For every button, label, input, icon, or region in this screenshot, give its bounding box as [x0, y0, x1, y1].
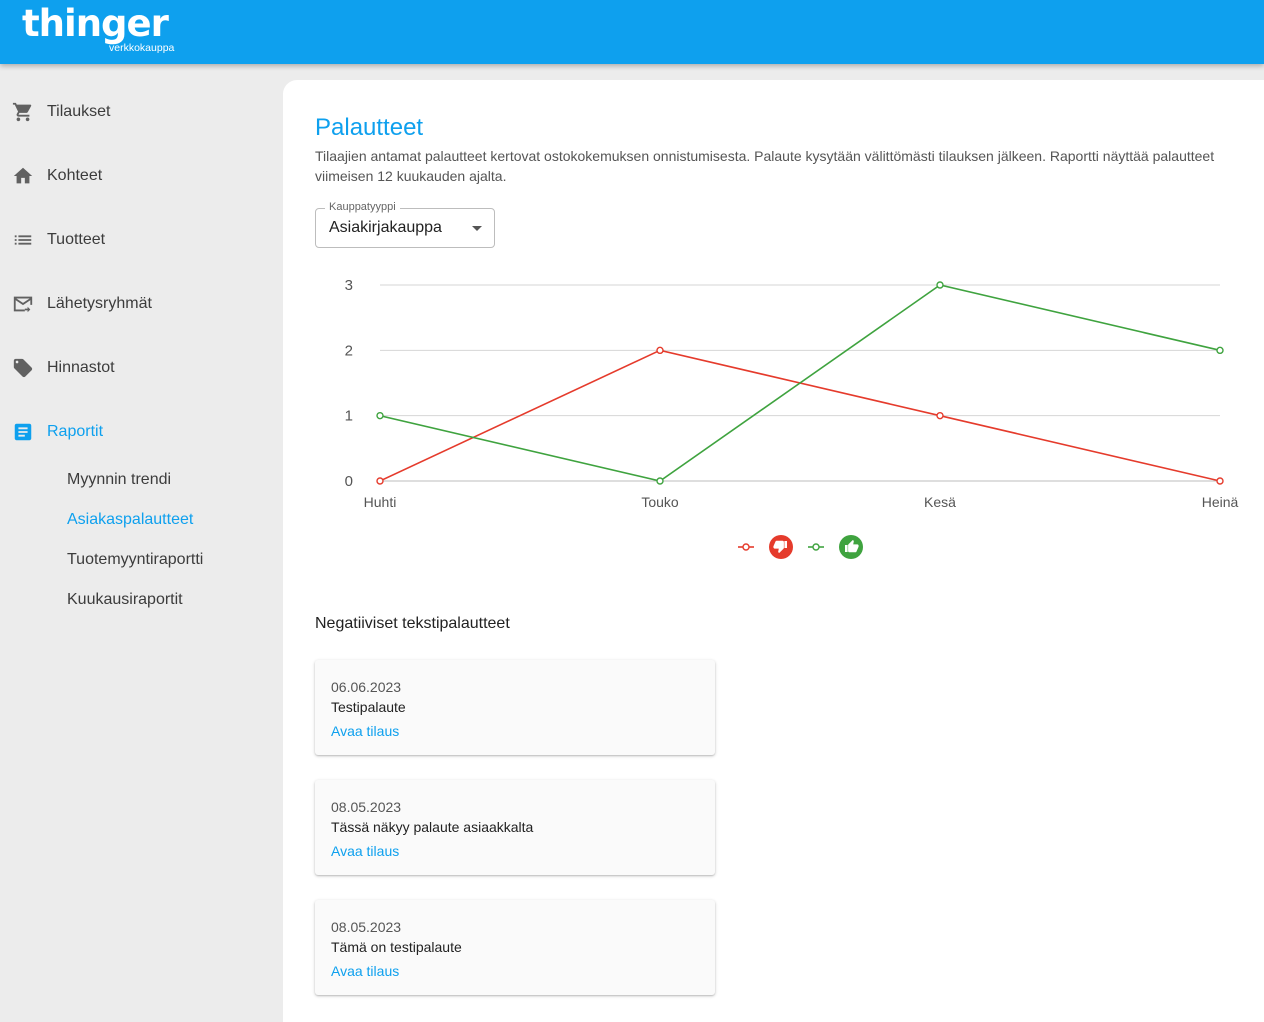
- feedback-text: Tässä näkyy palaute asiaakkalta: [331, 819, 534, 835]
- sidebar-item-kohteet[interactable]: Kohteet: [0, 154, 283, 198]
- thumb-down-icon: [769, 535, 793, 559]
- negative-feedback-title: Negatiiviset tekstipalautteet: [315, 615, 510, 632]
- chart-legend: [738, 535, 863, 559]
- open-order-link[interactable]: Avaa tilaus: [331, 963, 400, 979]
- sidebar-item-label: Tilaukset: [47, 103, 111, 120]
- feedback-card: 06.06.2023 Testipalaute Avaa tilaus: [315, 660, 715, 755]
- y-tick-label: 1: [345, 408, 353, 425]
- feedback-date: 06.06.2023: [331, 679, 402, 695]
- legend-item[interactable]: [738, 535, 793, 559]
- cart-icon: [11, 100, 35, 124]
- data-point: [376, 411, 384, 420]
- legend-marker: [812, 543, 820, 551]
- tag-icon: [11, 356, 35, 380]
- feedback-date: 08.05.2023: [331, 799, 402, 815]
- x-tick-label: Heinä: [1202, 494, 1239, 510]
- sidebar-item-tuotteet[interactable]: Tuotteet: [0, 218, 283, 262]
- legend-item[interactable]: [808, 535, 863, 559]
- home-icon: [11, 164, 35, 188]
- feedback-text: Testipalaute: [331, 699, 406, 715]
- sidebar: Tilaukset Kohteet Tuotteet Lähetysryhmät…: [0, 64, 283, 1022]
- data-point: [1216, 477, 1224, 485]
- brand-subtitle: verkkokauppa: [109, 42, 175, 54]
- x-tick-label: Kesä: [924, 494, 956, 510]
- data-point: [936, 281, 944, 289]
- sidebar-item-raportit[interactable]: Raportit: [0, 410, 283, 454]
- x-tick-label: Huhti: [364, 494, 397, 510]
- chart-y-axis: 0 1 2 3: [345, 277, 353, 490]
- feedback-date: 08.05.2023: [331, 919, 402, 935]
- legend-marker: [742, 543, 750, 551]
- feedback-card: 08.05.2023 Tämä on testipalaute Avaa til…: [315, 900, 715, 995]
- y-tick-label: 3: [345, 277, 353, 294]
- data-point: [1216, 346, 1224, 355]
- open-order-link[interactable]: Avaa tilaus: [331, 843, 400, 859]
- brand-name: thinger: [22, 2, 169, 45]
- brand-logo[interactable]: thinger verkkokauppa: [22, 2, 192, 58]
- series-line-1: [379, 284, 1221, 482]
- mail-forward-icon: [11, 292, 35, 316]
- feedback-line-chart: 0 1 2 3 Huhti Touko Kesä Heinä: [345, 277, 1239, 559]
- sidebar-item-label: Lähetysryhmät: [47, 295, 152, 312]
- caret-down-icon: [472, 226, 482, 231]
- data-point: [656, 346, 664, 355]
- sidebar-item-label: Kohteet: [47, 167, 103, 184]
- page-title: Palautteet: [315, 114, 424, 141]
- sidebar-subitem-kuukausiraportit[interactable]: Kuukausiraportit: [67, 591, 183, 608]
- sidebar-item-lahetysryhmat[interactable]: Lähetysryhmät: [0, 282, 283, 326]
- y-tick-label: 0: [345, 473, 353, 490]
- sidebar-subitem-myynnin-trendi[interactable]: Myynnin trendi: [67, 471, 172, 488]
- sidebar-item-label: Tuotteet: [47, 231, 106, 248]
- data-point: [376, 477, 384, 485]
- page-description: Tilaajien antamat palautteet kertovat os…: [315, 148, 1215, 184]
- y-tick-label: 2: [345, 342, 353, 359]
- app-bar: thinger verkkokauppa: [0, 0, 1264, 64]
- select-value: Asiakirjakauppa: [329, 219, 442, 236]
- sidebar-item-hinnastot[interactable]: Hinnastot: [0, 346, 283, 390]
- data-point: [656, 477, 664, 485]
- feedback-text: Tämä on testipalaute: [331, 939, 462, 955]
- sidebar-item-label: Hinnastot: [47, 359, 115, 376]
- sidebar-item-label: Raportit: [47, 423, 104, 440]
- select-label: Kauppatyyppi: [325, 201, 400, 213]
- main-content: Palautteet Tilaajien antamat palautteet …: [283, 80, 1264, 1022]
- x-tick-label: Touko: [641, 494, 679, 510]
- sidebar-item-tilaukset[interactable]: Tilaukset: [0, 90, 283, 134]
- list-icon: [11, 228, 35, 252]
- thumb-up-icon: [839, 535, 863, 559]
- report-icon: [11, 420, 35, 444]
- sidebar-subitem-asiakaspalautteet[interactable]: Asiakaspalautteet: [67, 511, 194, 528]
- chart-series: [376, 281, 1224, 485]
- feedback-card: 08.05.2023 Tässä näkyy palaute asiaakkal…: [315, 780, 715, 875]
- chart-x-axis: Huhti Touko Kesä Heinä: [364, 494, 1239, 510]
- open-order-link[interactable]: Avaa tilaus: [331, 723, 400, 739]
- sidebar-subitem-tuotemyyntiraportti[interactable]: Tuotemyyntiraportti: [67, 551, 204, 568]
- data-point: [936, 411, 944, 420]
- kauppatyyppi-select[interactable]: Kauppatyyppi Asiakirjakauppa: [315, 201, 495, 248]
